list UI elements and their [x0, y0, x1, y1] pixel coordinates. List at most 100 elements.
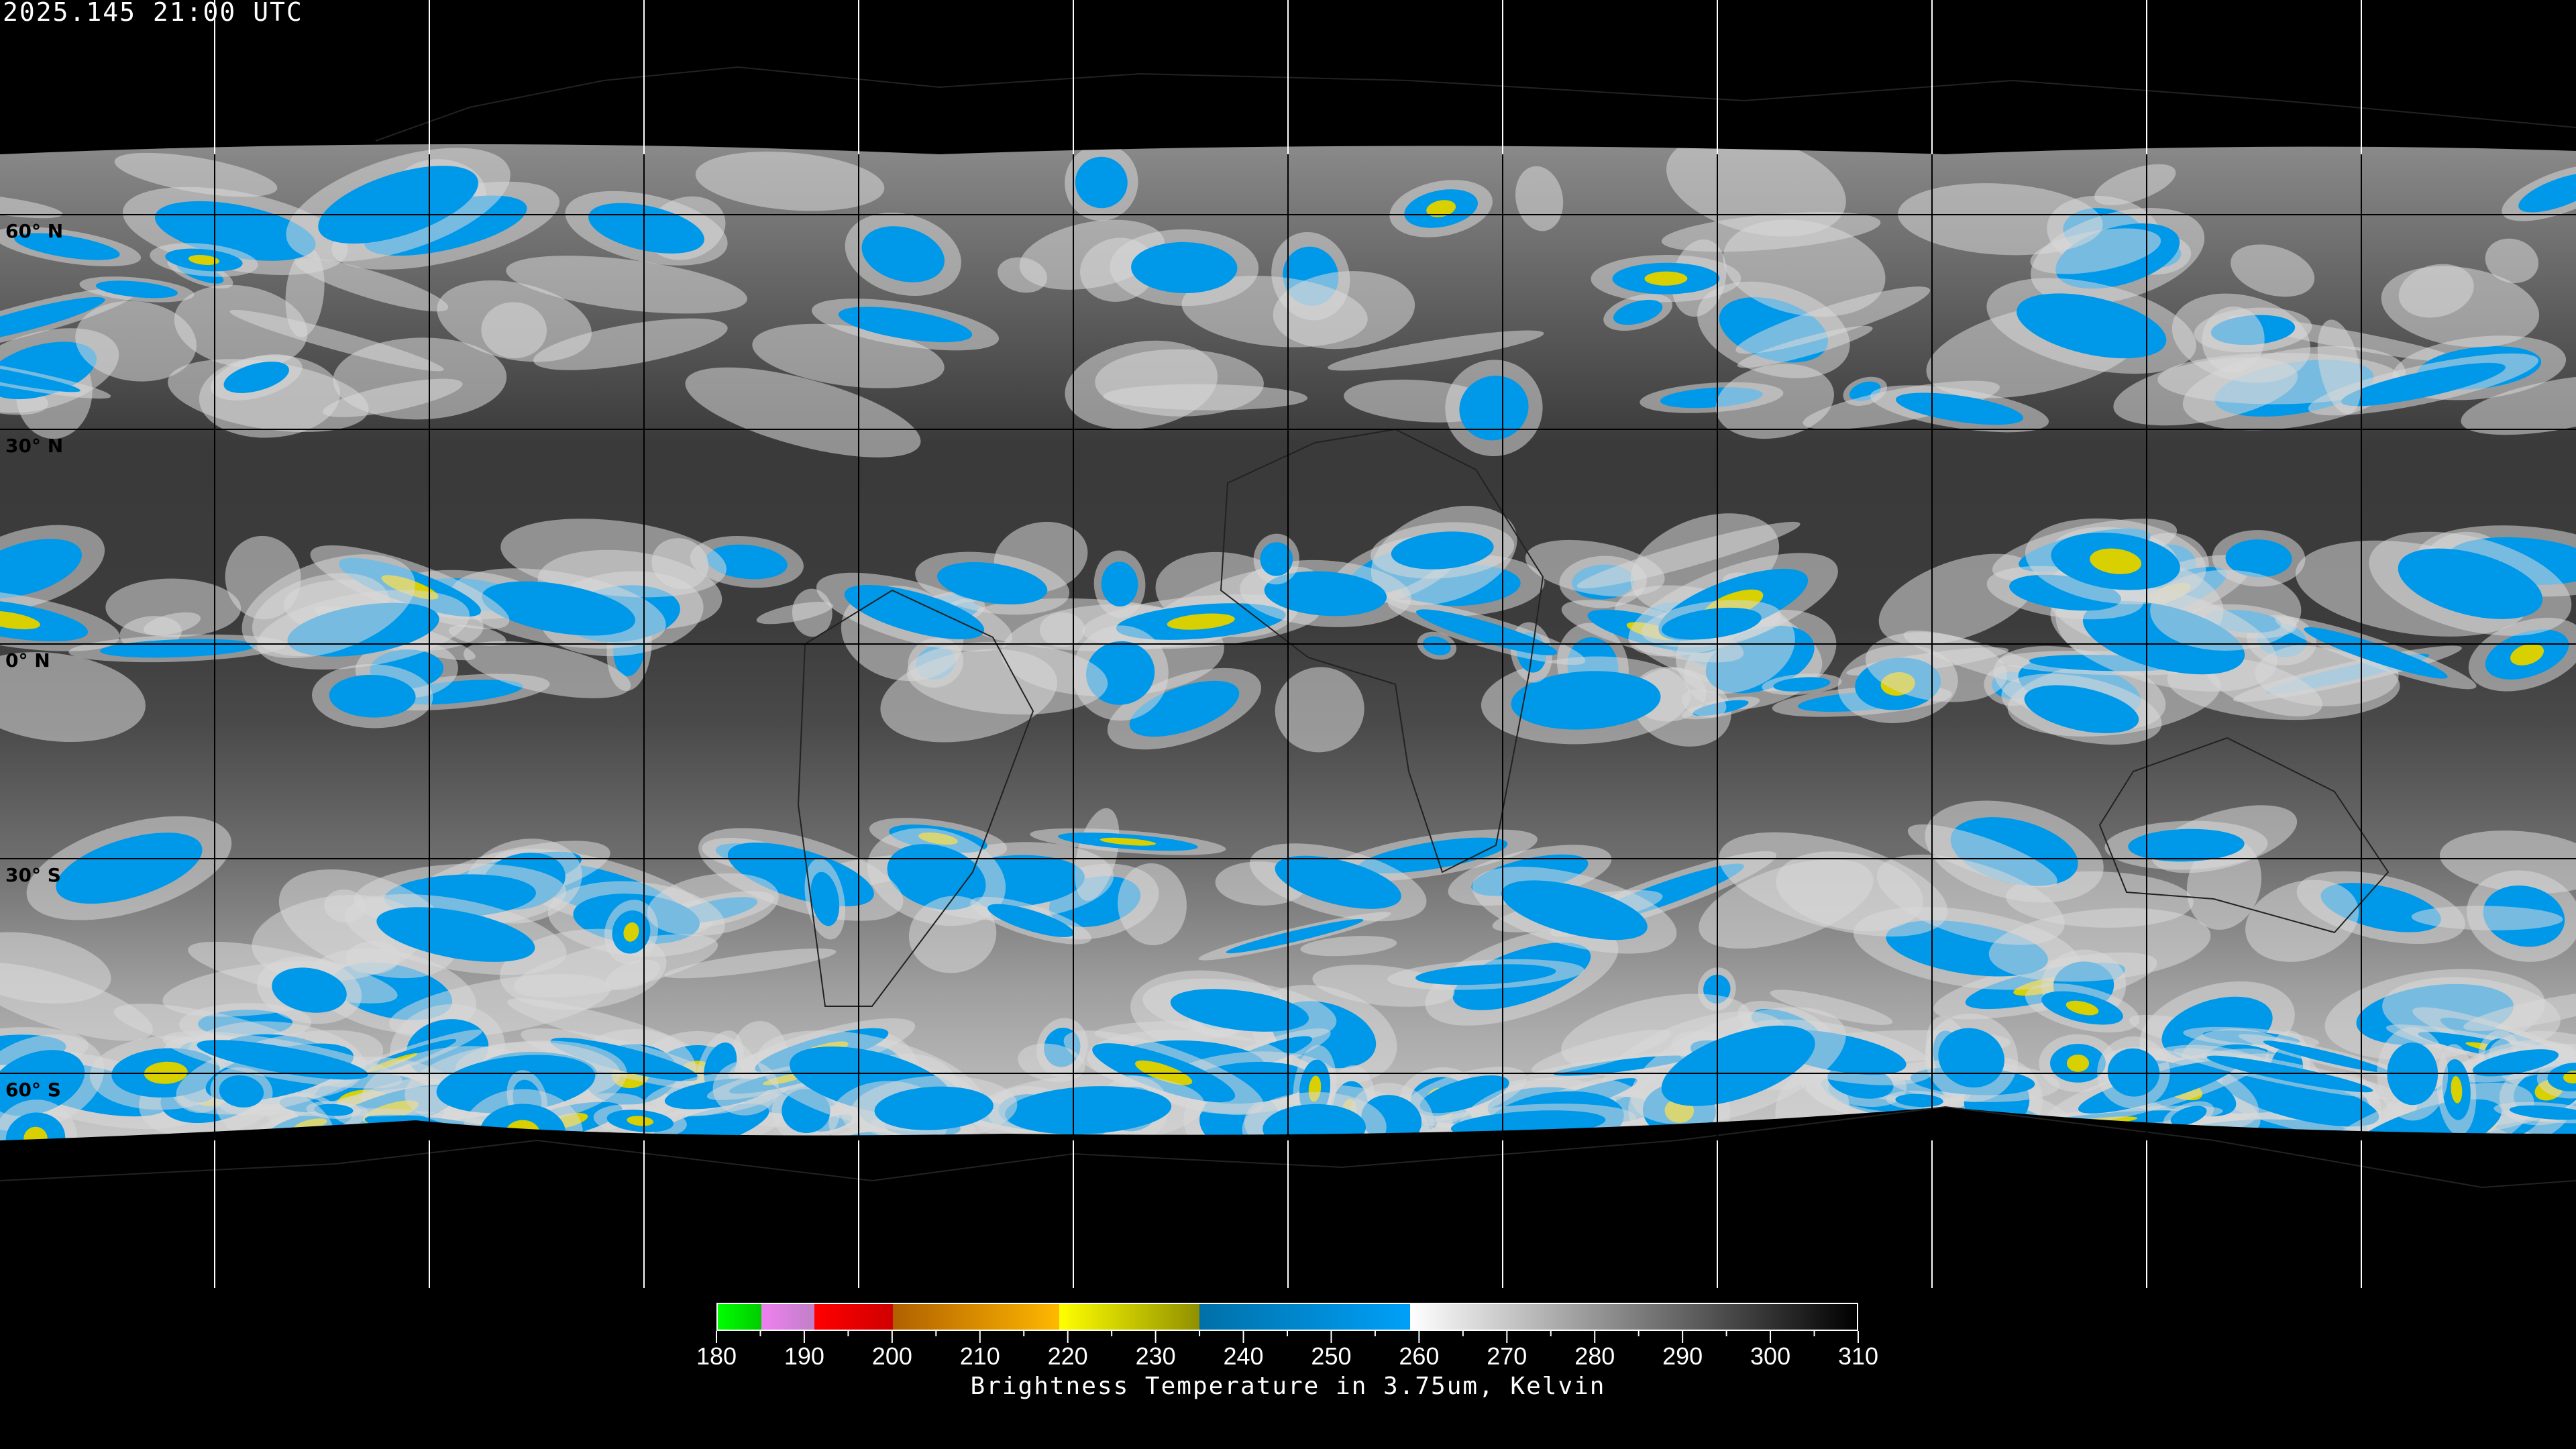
cloud-cold: [1101, 561, 1138, 607]
colorbar-tick-label: 310: [1838, 1342, 1878, 1370]
coastline: [797, 589, 1034, 1007]
cloud-white: [2245, 879, 2359, 962]
cloud-cold: [987, 904, 1075, 937]
cloud-white: [1515, 166, 1564, 231]
cloud-white: [906, 641, 1108, 715]
cloud-very-cold: [2510, 643, 2544, 665]
cloud-white: [908, 896, 997, 973]
coastline: [375, 66, 2576, 142]
map-overlay: 60° N 30° N 0° N 30° S 60° S: [0, 0, 2576, 1288]
cloud-white: [1876, 854, 2065, 945]
cloud-white: [506, 256, 747, 314]
cloud-cold: [2017, 293, 2167, 359]
cloud-cold: [1661, 607, 1762, 640]
cloud-cold: [2518, 172, 2576, 213]
cloud-cold: [1511, 671, 1661, 730]
cloud-cold: [272, 967, 347, 1013]
cloud-cold: [1423, 636, 1451, 655]
cloud-cold: [95, 280, 178, 299]
cloud-cold: [1226, 919, 1364, 954]
colorbar-segment: [1199, 1304, 1410, 1330]
cloud-cold: [1075, 156, 1128, 209]
cloud-cold: [1773, 677, 1831, 692]
graticule: 60° N 30° N 0° N 30° S 60° S: [5, 0, 2362, 1288]
cloud-white: [647, 873, 779, 936]
cloud-very-cold: [627, 1116, 654, 1126]
cloud-cold: [1005, 1086, 1172, 1134]
cloud-cold: [2128, 828, 2245, 862]
cloud-cold: [1895, 1093, 1943, 1108]
cloud-cold: [1661, 1025, 1815, 1106]
cloud-white: [1723, 219, 1886, 317]
cloud-white: [685, 367, 921, 458]
cloud-white: [2381, 266, 2540, 347]
cloud-cold: [318, 166, 478, 244]
cloud-white: [75, 301, 197, 382]
latitude-label: 30° S: [5, 864, 61, 886]
cloud-white: [1018, 1043, 1085, 1082]
colorbar-segment: [761, 1304, 814, 1330]
colorbar-tick-label: 300: [1750, 1342, 1790, 1370]
cloud-cold: [887, 844, 986, 910]
cloud-cold: [2472, 1049, 2559, 1077]
cloud-cold: [2222, 1072, 2379, 1127]
cloud-white: [2317, 319, 2362, 415]
colorbar-tick-label: 250: [1311, 1342, 1351, 1370]
cloud-cold: [1896, 392, 2024, 425]
colorbar-segment: [1409, 1304, 1857, 1330]
cloud-white: [2113, 357, 2298, 426]
cloud-very-cold: [623, 922, 639, 942]
colorbar-tick-label: 290: [1662, 1342, 1703, 1370]
cloud-white: [664, 948, 837, 979]
cloud-very-cold: [1426, 200, 1456, 217]
cloud-white: [1735, 286, 1931, 354]
cloud-cold: [2263, 1040, 2388, 1073]
cloud-white: [1770, 989, 1893, 1025]
cloud-very-cold: [2065, 1000, 2099, 1016]
cloud-very-cold: [1167, 613, 1235, 630]
cloud-cold: [1501, 880, 1648, 941]
cloud-white: [333, 337, 507, 420]
cloud-white: [2231, 244, 2315, 297]
cloud-white: [0, 932, 111, 1004]
cloud-white: [143, 612, 201, 636]
colorbar-tick-label: 260: [1399, 1342, 1439, 1370]
colorbar-tick-label: 200: [872, 1342, 912, 1370]
cloud-cold: [2341, 362, 2506, 407]
cloud-cold: [1129, 680, 1240, 737]
colorbar-segment: [893, 1304, 1060, 1330]
colorbar-segment: [1059, 1304, 1200, 1330]
cloud-white: [1039, 612, 1085, 647]
cloud-cold: [2304, 627, 2448, 679]
cloud-cold: [0, 360, 80, 392]
cloud-cold: [56, 833, 203, 904]
cloud-cold: [1459, 375, 1529, 441]
cloud-cold: [0, 539, 82, 598]
cloud-cold: [1131, 241, 1238, 294]
latitude-label: 60° N: [5, 220, 63, 242]
cloud-cold: [1264, 571, 1387, 616]
cloud-white: [294, 258, 449, 312]
cloud-white: [1681, 689, 1727, 718]
cloud-white: [2485, 238, 2539, 283]
cloud-cold: [223, 362, 289, 393]
latitude-label: 0° N: [5, 649, 50, 672]
cloud-cold: [937, 561, 1048, 605]
cloud-white: [1898, 183, 2103, 256]
colorbar-tick-label: 280: [1574, 1342, 1615, 1370]
cloud-cold: [376, 907, 535, 962]
cloud-white: [1300, 936, 1397, 957]
cloud-cold: [1358, 837, 1508, 873]
cloud-white: [1737, 325, 1873, 368]
cloud-field: [0, 134, 2576, 1191]
colorbar-segment: [718, 1304, 762, 1330]
cloud-white: [2463, 991, 2576, 1031]
cloud-white: [1907, 824, 2057, 888]
cloud-cold: [2024, 685, 2139, 733]
cloud-cold: [810, 871, 840, 926]
cloud-cold: [706, 544, 788, 580]
cloud-white: [998, 257, 1048, 293]
cloud-cold: [1613, 299, 1663, 325]
cloud-white: [2461, 374, 2576, 435]
cloud-cold: [14, 233, 120, 260]
